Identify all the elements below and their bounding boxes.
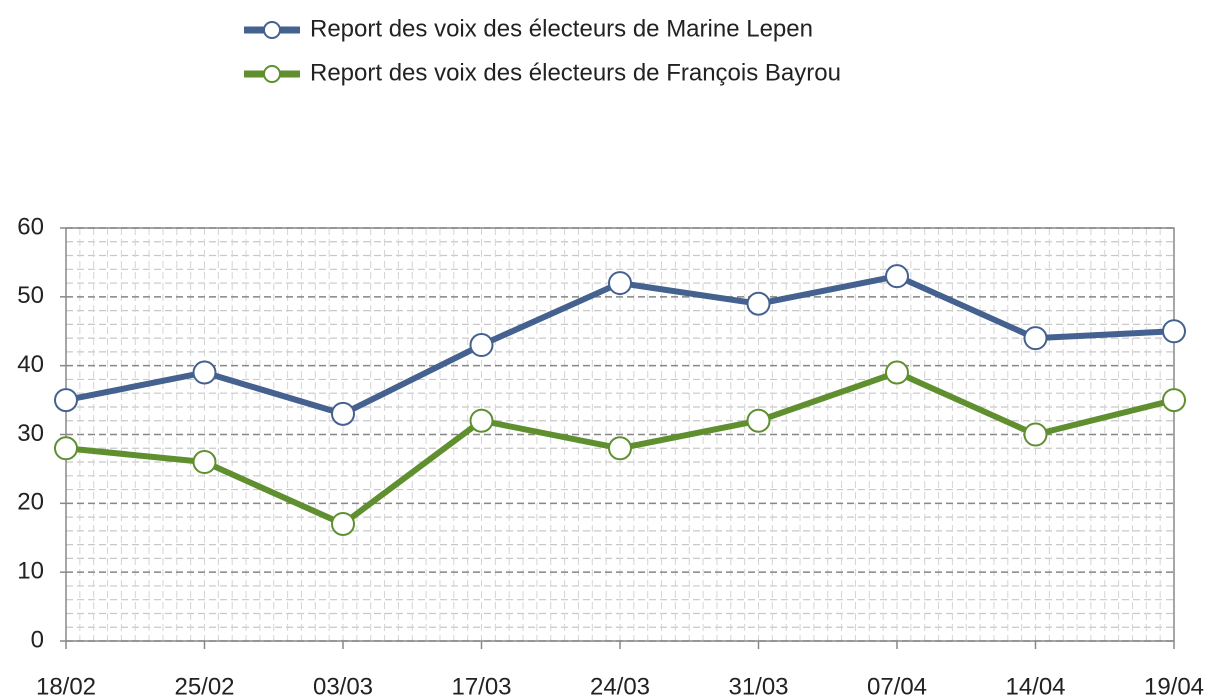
x-tick-label: 07/04 <box>867 673 927 700</box>
point-marker <box>331 511 355 536</box>
x-tick-label: 03/03 <box>313 673 373 700</box>
legend-label: Report des voix des électeurs de Marine … <box>310 15 813 42</box>
y-tick-label: 50 <box>17 282 44 309</box>
point-marker <box>469 408 494 433</box>
x-tick-label: 18/02 <box>36 673 96 700</box>
y-tick-label: 20 <box>17 489 44 516</box>
y-tick-label: 0 <box>31 626 44 653</box>
point-marker <box>1023 326 1048 351</box>
point-marker <box>746 291 771 316</box>
x-tick-label: 31/03 <box>728 673 788 700</box>
x-tick-label: 25/02 <box>174 673 234 700</box>
point-marker <box>54 436 78 461</box>
point-marker <box>1162 319 1186 344</box>
y-tick-label: 30 <box>17 420 44 447</box>
point-marker <box>746 408 771 433</box>
legend-marker <box>263 65 281 83</box>
x-tick-label: 17/03 <box>451 673 511 700</box>
point-marker <box>54 388 78 413</box>
y-tick-label: 10 <box>17 558 44 585</box>
point-marker <box>885 264 909 289</box>
y-tick-label: 60 <box>17 213 44 240</box>
point-marker <box>885 360 909 385</box>
point-marker <box>1023 422 1048 447</box>
point-marker <box>608 271 632 296</box>
point-marker <box>192 360 217 385</box>
point-marker <box>608 436 632 461</box>
point-marker <box>1162 388 1186 413</box>
x-tick-label: 24/03 <box>590 673 650 700</box>
x-tick-label: 14/04 <box>1005 673 1065 700</box>
point-marker <box>469 333 494 358</box>
legend-label: Report des voix des électeurs de Françoi… <box>310 59 841 86</box>
x-tick-label: 19/04 <box>1144 673 1204 700</box>
point-marker <box>192 450 217 475</box>
y-tick-label: 40 <box>17 351 44 378</box>
point-marker <box>331 401 355 426</box>
legend-marker <box>263 21 281 39</box>
